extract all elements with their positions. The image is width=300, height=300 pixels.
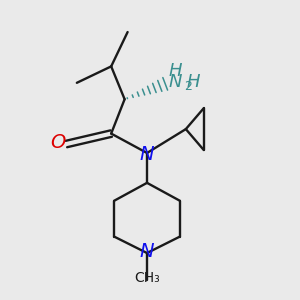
Text: 2: 2 [184,80,192,93]
Text: N: N [140,145,154,164]
Text: H: H [169,62,182,80]
Text: O: O [50,133,66,152]
Text: CH₃: CH₃ [134,272,160,285]
Text: H: H [187,73,200,91]
Text: N: N [169,73,182,91]
Text: N: N [139,242,154,261]
